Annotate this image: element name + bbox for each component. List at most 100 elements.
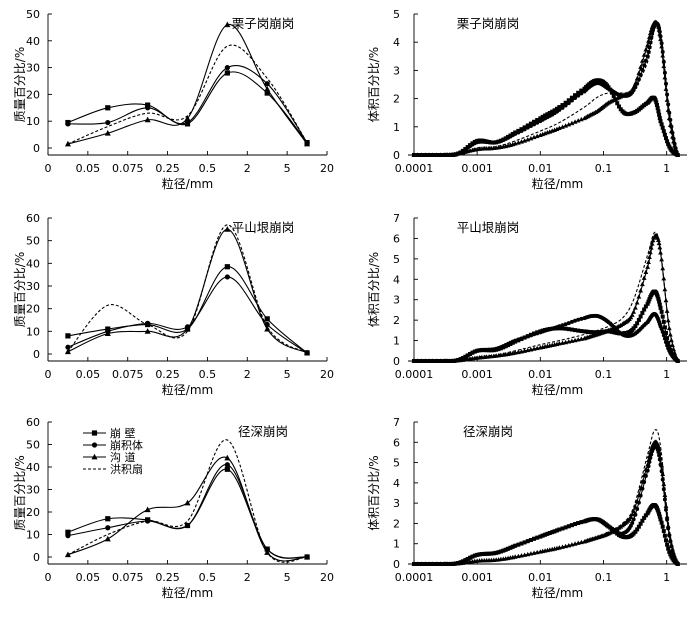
data-point <box>522 127 527 132</box>
data-point <box>513 131 518 136</box>
data-point <box>662 75 668 80</box>
data-point <box>264 325 271 332</box>
data-point <box>569 98 574 103</box>
data-point <box>264 90 270 96</box>
data-point <box>668 128 674 134</box>
chart-1: 0 10 20 30 40 50 0 0.05 0.075 0.25 0.5 2 5 20 粒径/mm 质量百… <box>13 8 334 191</box>
data-point <box>566 101 571 106</box>
data-point <box>513 338 518 343</box>
data-point <box>662 336 667 341</box>
x-tick-label: 0.25 <box>155 368 180 381</box>
data-point <box>661 319 666 324</box>
data-point <box>665 523 671 528</box>
x-tick-label: 0 <box>45 162 52 175</box>
data-point <box>632 504 638 509</box>
y-tick-label: 20 <box>26 88 40 101</box>
data-point <box>657 244 663 250</box>
x-tick-label: 1 <box>663 162 670 175</box>
data-point <box>645 264 651 269</box>
data-point <box>573 93 578 98</box>
series-4 <box>67 224 308 354</box>
data-point <box>655 106 660 111</box>
data-point <box>528 121 533 126</box>
data-point <box>560 103 565 108</box>
y-tick-label: 0 <box>393 558 400 571</box>
data-point <box>666 546 671 551</box>
data-point <box>573 328 578 333</box>
data-point <box>144 116 151 123</box>
x-tick-label: 0.001 <box>461 368 493 381</box>
data-point <box>656 446 662 452</box>
chart-title: 径深崩岗 <box>238 424 288 439</box>
data-point <box>579 329 584 334</box>
chart-title: 径深崩岗 <box>463 424 513 439</box>
series-4 <box>67 439 308 563</box>
data-point <box>525 125 530 130</box>
x-axis-label: 粒径/mm <box>532 585 583 600</box>
data-point <box>572 119 578 124</box>
data-point <box>671 139 676 144</box>
data-point <box>639 479 645 484</box>
data-point <box>538 116 543 121</box>
data-point <box>654 102 659 107</box>
data-point <box>145 105 151 111</box>
y-tick-label: 5 <box>393 253 400 266</box>
data-point <box>579 91 584 96</box>
data-point <box>566 321 571 326</box>
series-4 <box>413 21 679 156</box>
y-tick-label: 30 <box>26 62 40 75</box>
data-point <box>516 542 521 547</box>
x-tick-label: 0.075 <box>112 571 144 584</box>
y-tick-label: 40 <box>26 35 40 48</box>
data-point <box>642 63 647 68</box>
x-tick-label: 0.05 <box>76 571 101 584</box>
data-point <box>519 336 524 341</box>
y-tick-label: 4 <box>393 273 400 286</box>
data-point <box>576 93 581 98</box>
series-1 <box>65 70 310 146</box>
data-point <box>640 518 645 523</box>
data-point <box>557 105 562 110</box>
y-tick-label: 40 <box>26 461 40 474</box>
y-axis-label: 质量百分比/% <box>13 252 27 327</box>
data-point <box>655 443 661 449</box>
data-point <box>657 512 662 517</box>
data-point <box>647 297 652 302</box>
data-point <box>566 327 571 332</box>
data-point <box>522 125 527 130</box>
data-point <box>532 122 537 127</box>
series-line <box>67 228 308 354</box>
data-point <box>629 87 635 92</box>
data-point <box>636 524 641 529</box>
data-point <box>662 132 667 137</box>
data-point <box>65 344 71 350</box>
data-point <box>654 100 659 105</box>
series-line <box>67 224 308 354</box>
data-point <box>563 322 568 327</box>
y-tick-label: 30 <box>26 484 40 497</box>
data-point <box>666 142 671 147</box>
y-tick-label: 20 <box>26 303 40 316</box>
data-point <box>519 128 524 133</box>
data-point <box>645 462 651 467</box>
data-point <box>430 561 436 566</box>
y-tick-label: 2 <box>393 93 400 106</box>
data-point <box>647 453 652 459</box>
data-point <box>105 525 111 531</box>
x-tick-label: 0.5 <box>199 162 217 175</box>
chart-5: 0 10 20 30 40 50 60 0 0.05 0.075 0.25 0.5 2 5 20 粒径/mm 质… <box>13 416 334 600</box>
data-point <box>525 539 530 544</box>
data-point <box>540 114 545 119</box>
data-point <box>656 240 662 246</box>
data-point <box>104 535 111 542</box>
data-point <box>636 294 642 299</box>
data-point <box>569 95 574 100</box>
data-point <box>569 327 574 332</box>
data-point <box>411 358 417 363</box>
x-tick-label: 0.05 <box>76 368 101 381</box>
x-tick-label: 0.01 <box>528 571 553 584</box>
data-point <box>144 506 151 513</box>
data-point <box>519 541 524 546</box>
data-point <box>557 324 562 329</box>
